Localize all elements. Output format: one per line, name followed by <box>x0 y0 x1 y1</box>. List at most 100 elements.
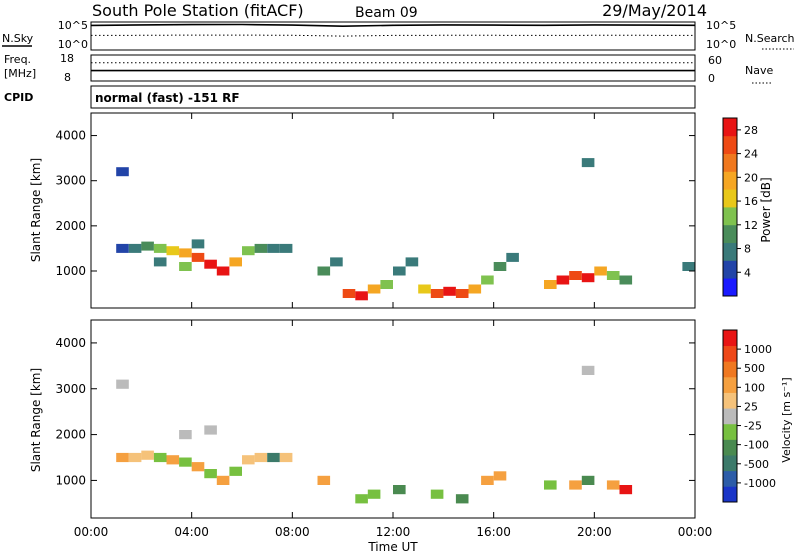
colorbar-tick-label: 20 <box>744 171 758 184</box>
colorbar-tick-label: 8 <box>744 243 751 256</box>
noise-search-line <box>90 34 696 37</box>
colorbar-swatch <box>723 260 737 279</box>
noise-right-label: N.Search <box>745 32 795 45</box>
heatmap-cell <box>279 243 293 253</box>
colorbar-swatch <box>723 135 737 154</box>
colorbar-swatch <box>723 278 737 297</box>
heatmap-cell <box>216 475 230 485</box>
noise-sky-line <box>90 23 696 28</box>
velocity-y-ticks: 1000 2000 3000 4000 <box>55 336 695 487</box>
colorbar-frame <box>722 117 738 297</box>
colorbar-tick-label: -100 <box>744 439 769 452</box>
heatmap-cell <box>355 291 368 301</box>
frequency-frame <box>90 54 696 82</box>
heatmap-cell <box>594 266 607 276</box>
velocity-cells <box>116 365 633 504</box>
x-tick-label: 16:00 <box>476 525 511 539</box>
heatmap-cell <box>380 280 393 289</box>
heatmap-cell <box>242 455 255 465</box>
heatmap-cell <box>179 457 192 467</box>
colorbar-swatch <box>723 189 737 208</box>
colorbar-swatch <box>723 330 737 347</box>
y-tick-label: 1000 <box>55 473 86 487</box>
colorbar-tick-label: 4 <box>744 266 751 279</box>
colorbar-tick-label: 100 <box>744 381 765 394</box>
cpid-value: normal (fast) -151 RF <box>95 91 240 105</box>
colorbar-tick-label: 16 <box>744 195 758 208</box>
heatmap-cell <box>204 259 217 269</box>
colorbar-swatch <box>723 153 737 172</box>
x-tick-label: 00:00 <box>678 525 713 539</box>
velocity-colorbar-label: Velocity [m s⁻¹] <box>780 377 793 462</box>
heatmap-cell <box>267 243 280 253</box>
heatmap-cell <box>116 452 129 463</box>
heatmap-cell <box>242 246 255 256</box>
heatmap-cell <box>141 450 154 460</box>
colorbar-swatch <box>723 392 737 409</box>
heatmap-cell <box>254 452 268 463</box>
x-tick-label: 00:00 <box>74 525 109 539</box>
frequency-tick-bottom: 8 <box>64 71 71 84</box>
cpid-row: CPID normal (fast) -151 RF <box>4 85 696 109</box>
heatmap-cell <box>619 485 633 495</box>
heatmap-cell <box>355 494 368 504</box>
noise-panel: N.Sky 10^5 10^0 10^5 10^0 N.Search <box>2 19 795 51</box>
colorbar-swatch <box>723 171 737 190</box>
heatmap-cell <box>468 284 482 294</box>
y-tick-label: 4000 <box>55 336 86 350</box>
heatmap-cell <box>116 379 129 389</box>
x-tick-label: 20:00 <box>577 525 612 539</box>
heatmap-cell <box>204 425 217 435</box>
colorbar-swatch <box>723 486 737 503</box>
heatmap-cell <box>216 266 230 276</box>
heatmap-cell <box>116 243 129 253</box>
x-tick-label: 12:00 <box>376 525 411 539</box>
heatmap-cell <box>330 257 343 267</box>
x-tick-label: 08:00 <box>275 525 310 539</box>
heatmap-cell <box>179 430 192 440</box>
power-panel: 1000 2000 3000 4000 Slant Range [km] 4 8 12 16… <box>29 112 773 309</box>
colorbar-swatch <box>723 376 737 393</box>
time-axis-ticks: 00:00 04:00 08:00 12:00 16:00 20:00 00:00 <box>74 113 713 539</box>
heatmap-cell <box>153 257 167 267</box>
y-tick-label: 3000 <box>55 174 86 188</box>
heatmap-cell <box>191 252 205 262</box>
heatmap-cell <box>443 286 456 296</box>
heatmap-cell <box>153 452 167 463</box>
colorbar-tick-label: 1000 <box>744 343 772 356</box>
heatmap-cell <box>493 471 507 481</box>
power-y-ticks: 1000 2000 3000 4000 <box>55 129 695 278</box>
time-axis-label: Time UT <box>367 540 418 554</box>
colorbar-swatch <box>723 423 737 440</box>
heatmap-cell <box>556 275 570 285</box>
colorbar-tick-label: 25 <box>744 400 758 413</box>
colorbar-swatch <box>723 242 737 261</box>
heatmap-cell <box>254 243 268 253</box>
heatmap-cell <box>128 452 142 463</box>
heatmap-cell <box>581 158 595 168</box>
heatmap-cell <box>581 365 595 375</box>
noise-right-tick-bottom: 10^0 <box>706 38 736 51</box>
y-tick-label: 2000 <box>55 219 86 233</box>
colorbar-tick-label: -500 <box>744 458 769 471</box>
heatmap-cell <box>229 466 242 476</box>
x-tick-label: 04:00 <box>174 525 209 539</box>
frequency-unit-label: [MHz] <box>4 67 36 80</box>
heatmap-cell <box>128 243 142 253</box>
heatmap-cell <box>430 489 444 499</box>
cpid-frame <box>90 85 696 109</box>
cpid-label: CPID <box>4 91 33 104</box>
colorbar-tick-label: 500 <box>744 362 765 375</box>
nave-tick-bottom: 0 <box>708 72 715 85</box>
heatmap-cell <box>116 167 129 177</box>
heatmap-cell <box>405 257 419 267</box>
heatmap-cell <box>367 489 381 499</box>
colorbar-tick-label: 12 <box>744 219 758 232</box>
noise-left-label: N.Sky <box>2 32 34 45</box>
colorbar-swatch <box>723 470 737 487</box>
noise-right-tick-top: 10^5 <box>706 19 736 32</box>
frequency-tick-top: 18 <box>60 52 74 65</box>
velocity-panel: 1000 2000 3000 4000 Slant Range [km] 1000 50… <box>29 319 793 519</box>
power-colorbar: 4 8 12 16 20 24 28 <box>722 117 758 297</box>
heatmap-cell <box>493 262 507 271</box>
